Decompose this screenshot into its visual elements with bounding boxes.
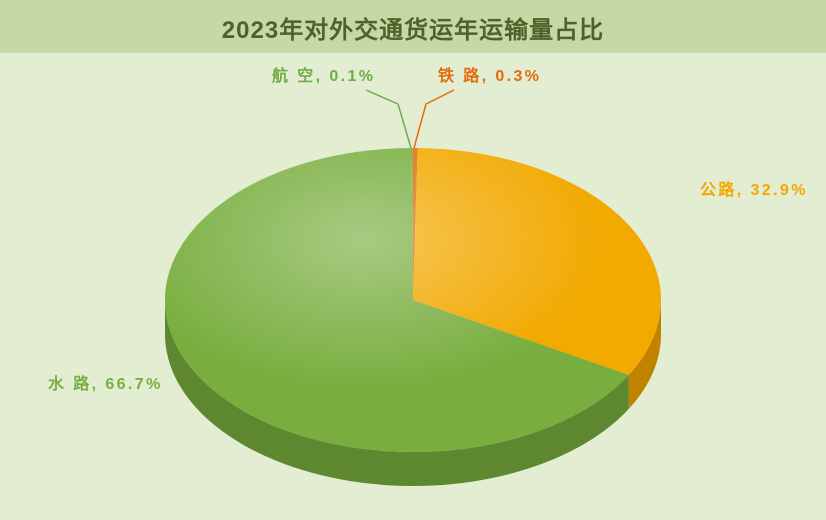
chart-title-text: 2023年对外交通货运年运输量占比: [222, 17, 604, 44]
chart-canvas: 2023年对外交通货运年运输量占比 铁 路, 0.3% 公路, 32.9% 水 路,…: [0, 0, 826, 520]
leader-air: [366, 90, 411, 148]
pie-chart: [0, 0, 826, 520]
chart-title: 2023年对外交通货运年运输量占比: [0, 0, 826, 53]
slice-label-air: 航 空, 0.1%: [272, 62, 375, 86]
slice-label-water: 水 路, 66.7%: [48, 370, 163, 394]
leader-rail: [414, 90, 454, 148]
slice-label-road: 公路, 32.9%: [700, 176, 808, 200]
slice-label-rail: 铁 路, 0.3%: [438, 62, 541, 86]
